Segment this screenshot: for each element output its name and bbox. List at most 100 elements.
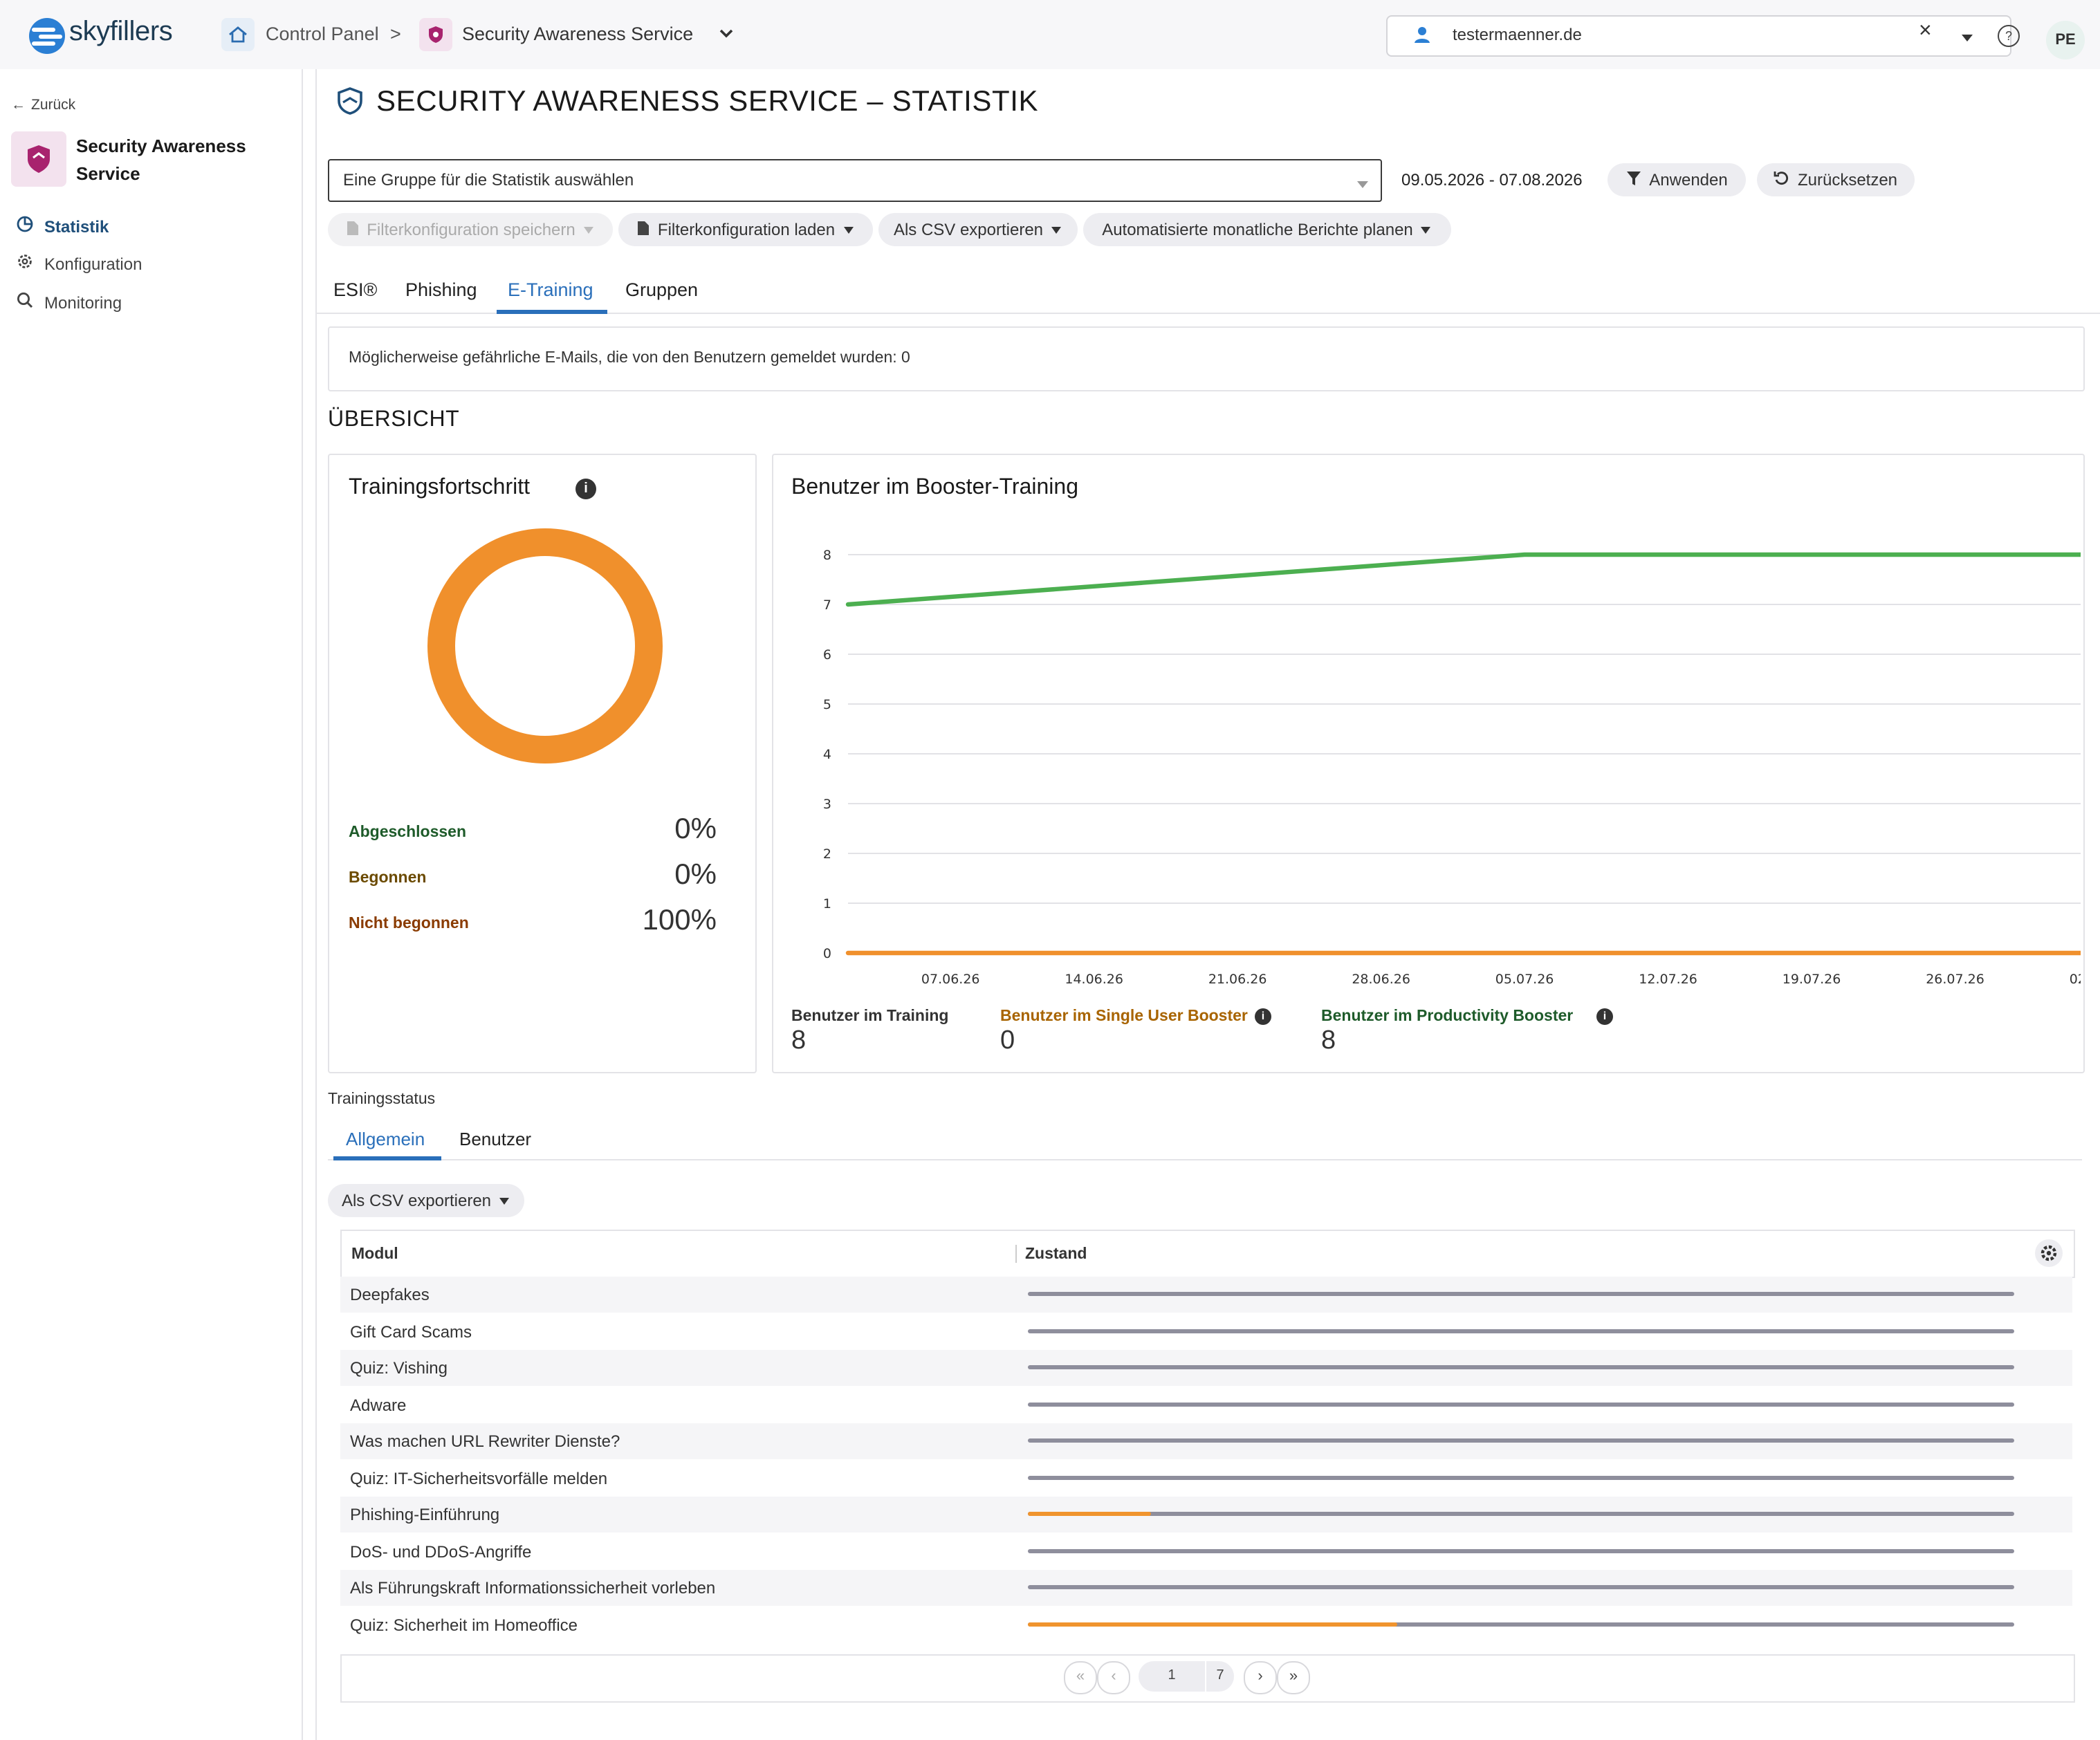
- series-line-0: [845, 552, 2081, 607]
- status-csv-label: Als CSV exportieren: [341, 1191, 492, 1210]
- filter-save-button[interactable]: Filterkonfiguration speichern: [328, 213, 613, 246]
- x-tick-label: 26.07.26: [1926, 972, 1984, 987]
- module-name: Gift Card Scams: [350, 1322, 472, 1341]
- sidebar-item-konfiguration[interactable]: Konfiguration: [17, 253, 142, 274]
- reported-mails-text: Möglicherweise gefährliche E-Mails, die …: [349, 350, 910, 367]
- arrow-left-icon: ←: [11, 97, 26, 113]
- back-label: Zurück: [31, 97, 76, 113]
- breadcrumb-control-panel[interactable]: Control Panel: [266, 24, 379, 44]
- tabs-underline: [315, 313, 2100, 314]
- status-progress-bar: [1028, 1475, 2014, 1479]
- schedule-reports-button[interactable]: Automatisierte monatliche Berichte plane…: [1083, 213, 1451, 246]
- x-tick-label: 28.06.26: [1352, 972, 1410, 987]
- tab-gruppen[interactable]: Gruppen: [625, 279, 699, 300]
- y-tick-label: 0: [823, 946, 831, 961]
- legend-label-completed: Abgeschlossen: [349, 824, 466, 841]
- filter-load-label: Filterkonfiguration laden: [657, 220, 836, 239]
- logo-text[interactable]: skyfillers: [69, 17, 173, 47]
- top-bar: skyfillers Control Panel > Security Awar…: [0, 0, 2100, 69]
- tab-e-training[interactable]: E-Training: [508, 279, 593, 300]
- stat-value-training: 8: [791, 1026, 807, 1055]
- sidebar-item-statistik[interactable]: Statistik: [17, 216, 109, 237]
- date-range[interactable]: 09.05.2026 - 07.08.2026: [1401, 170, 1583, 189]
- legend-value-started: 0%: [674, 859, 717, 891]
- table-header: Modul Zustand: [340, 1230, 2075, 1278]
- training-status-heading: Trainingsstatus: [328, 1091, 436, 1108]
- table-row[interactable]: Als Führungskraft Informationssicherheit…: [340, 1570, 2072, 1606]
- avatar[interactable]: PE: [2046, 21, 2085, 59]
- help-icon[interactable]: ?: [1998, 25, 2020, 47]
- status-progress-bar: [1028, 1438, 2014, 1443]
- legend-value-not-started: 100%: [642, 905, 717, 936]
- csv-export-button[interactable]: Als CSV exportieren: [878, 213, 1078, 246]
- table-row[interactable]: DoS- und DDoS-Angriffe: [340, 1533, 2072, 1569]
- x-tick-label: 21.06.26: [1208, 972, 1267, 987]
- apply-button[interactable]: Anwenden: [1608, 163, 1746, 196]
- info-icon[interactable]: i: [575, 479, 596, 499]
- legend-label-started: Begonnen: [349, 870, 427, 887]
- table-row[interactable]: Quiz: Vishing: [340, 1350, 2072, 1386]
- table-row[interactable]: Quiz: IT-Sicherheitsvorfälle melden: [340, 1460, 2072, 1496]
- sidebar-item-label: Statistik: [44, 216, 109, 236]
- reset-button[interactable]: Zurücksetzen: [1757, 163, 1915, 196]
- shield-icon: [419, 18, 452, 51]
- tenant-select[interactable]: testermaenner.de ×: [1386, 15, 2011, 57]
- gear-icon[interactable]: [2035, 1239, 2063, 1267]
- next-page-button[interactable]: ›: [1244, 1661, 1277, 1694]
- status-csv-export-button[interactable]: Als CSV exportieren: [328, 1184, 524, 1217]
- table-row[interactable]: Gift Card Scams: [340, 1313, 2072, 1349]
- booster-training-card: Benutzer im Booster-Training 0 1 2 3 4 5 6 7 8 07…: [772, 454, 2085, 1073]
- progress-donut: [427, 528, 663, 763]
- tab-esi[interactable]: ESI®: [333, 279, 378, 300]
- module-name: Quiz: Sicherheit im Homeoffice: [350, 1615, 578, 1634]
- breadcrumb-service[interactable]: Security Awareness Service: [462, 24, 694, 44]
- status-progress-bar: [1028, 1292, 2014, 1296]
- y-tick-label: 7: [823, 598, 831, 613]
- table-row[interactable]: Was machen URL Rewriter Dienste?: [340, 1423, 2072, 1459]
- caret-down-icon: [582, 220, 595, 239]
- table-row[interactable]: Deepfakes: [340, 1277, 2072, 1313]
- module-name: Was machen URL Rewriter Dienste?: [350, 1432, 620, 1451]
- title-icon: [335, 86, 365, 123]
- table-row[interactable]: Adware: [340, 1387, 2072, 1423]
- tab-phishing[interactable]: Phishing: [405, 279, 477, 300]
- service-name: Security Awareness Service: [76, 136, 246, 184]
- info-icon[interactable]: i: [1255, 1008, 1271, 1025]
- module-name: Adware: [350, 1395, 407, 1414]
- info-icon[interactable]: i: [1596, 1008, 1613, 1025]
- stat-value-productivity: 8: [1321, 1026, 1336, 1055]
- chevron-down-icon[interactable]: [717, 24, 736, 50]
- stat-label-training: Benutzer im Training: [791, 1008, 949, 1025]
- legend-label-not-started: Nicht begonnen: [349, 916, 469, 932]
- logo-icon[interactable]: [28, 17, 66, 62]
- group-select[interactable]: Eine Gruppe für die Statistik auswählen: [328, 159, 1382, 202]
- column-header-zustand[interactable]: Zustand: [1025, 1246, 1087, 1263]
- table-row[interactable]: Phishing-Einführung: [340, 1497, 2072, 1533]
- clear-icon[interactable]: ×: [1919, 19, 1932, 43]
- table-row[interactable]: Quiz: Sicherheit im Homeoffice: [340, 1607, 2072, 1642]
- column-header-modul[interactable]: Modul: [351, 1246, 398, 1263]
- status-progress-bar: [1028, 1622, 2014, 1626]
- sidebar-item-monitoring[interactable]: Monitoring: [17, 292, 122, 313]
- caret-down-icon: [1050, 220, 1062, 239]
- tab-allgemein[interactable]: Allgemein: [346, 1129, 425, 1149]
- prev-page-button[interactable]: ‹: [1097, 1661, 1130, 1694]
- last-page-button[interactable]: »: [1277, 1661, 1310, 1694]
- caret-down-icon: [498, 1191, 510, 1210]
- apply-label: Anwenden: [1649, 170, 1728, 189]
- first-page-button[interactable]: «: [1064, 1661, 1097, 1694]
- x-tick-label: 05.07.26: [1495, 972, 1554, 987]
- filter-load-button[interactable]: Filterkonfiguration laden: [618, 213, 873, 246]
- home-icon[interactable]: [221, 18, 255, 51]
- status-progress-bar: [1028, 1365, 2014, 1369]
- back-link[interactable]: ← Zurück: [11, 97, 75, 113]
- tab-benutzer[interactable]: Benutzer: [459, 1129, 532, 1149]
- module-name: Phishing-Einführung: [350, 1505, 500, 1524]
- status-tabs-underline: [328, 1159, 2082, 1160]
- y-tick-label: 3: [823, 797, 831, 812]
- content-divider: [315, 69, 317, 1740]
- stat-label-single-user: Benutzer im Single User Booster: [1000, 1008, 1248, 1025]
- caret-down-icon[interactable]: [1960, 26, 1974, 51]
- donut-ring-not-started: [427, 528, 663, 763]
- page-input[interactable]: 1: [1139, 1661, 1205, 1692]
